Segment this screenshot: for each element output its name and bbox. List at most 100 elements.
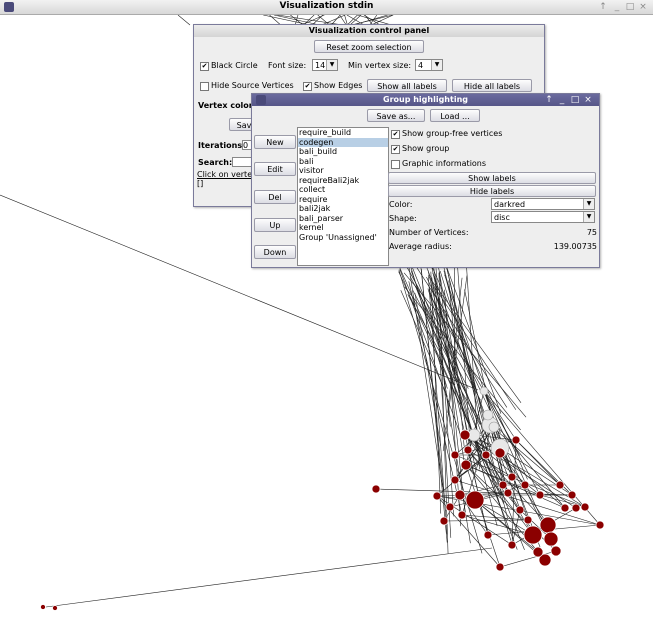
vertex[interactable] xyxy=(520,480,530,490)
vertex[interactable] xyxy=(523,525,543,545)
black-circle-label: Black Circle xyxy=(211,61,258,70)
show-group-free-checkbox[interactable]: ✔ xyxy=(391,130,400,139)
shape-value: disc xyxy=(494,213,510,222)
vertex[interactable] xyxy=(498,480,508,490)
group-list-item[interactable]: visitor xyxy=(299,166,324,175)
show-group-checkbox[interactable]: ✔ xyxy=(391,145,400,154)
search-input[interactable] xyxy=(232,157,252,167)
vertex[interactable] xyxy=(488,421,500,433)
vertex[interactable] xyxy=(481,450,491,460)
edit-button[interactable]: Edit xyxy=(254,162,296,176)
edge xyxy=(407,256,448,389)
vertex[interactable] xyxy=(371,484,381,494)
vertex[interactable] xyxy=(454,489,466,501)
min-vertex-select[interactable]: 4 ▼ xyxy=(415,59,443,71)
vertex[interactable] xyxy=(503,488,513,498)
reset-zoom-button[interactable]: Reset zoom selection xyxy=(314,40,424,53)
vertex[interactable] xyxy=(523,515,533,525)
vertex[interactable] xyxy=(567,490,577,500)
vertex[interactable] xyxy=(494,447,506,459)
vertex[interactable] xyxy=(560,503,570,513)
load-button[interactable]: Load ... xyxy=(430,109,480,122)
hide-all-labels-button[interactable]: Hide all labels xyxy=(452,79,532,92)
vertex[interactable] xyxy=(457,510,467,520)
group-list-item[interactable]: kernel xyxy=(299,223,324,232)
delete-button[interactable]: Del xyxy=(254,190,296,204)
group-list-item[interactable]: codegen xyxy=(298,137,388,147)
vertex[interactable] xyxy=(450,475,460,485)
vertex[interactable] xyxy=(550,545,562,557)
font-size-select[interactable]: 14 ▼ xyxy=(312,59,338,71)
shape-select[interactable]: disc ▼ xyxy=(491,211,595,223)
group-list-item[interactable]: requireBali2jak xyxy=(299,175,360,185)
save-as-button[interactable]: Save as... xyxy=(367,109,425,122)
vertex[interactable] xyxy=(515,505,525,515)
maximize-icon[interactable]: □ xyxy=(570,95,580,105)
hide-labels-button[interactable]: Hide labels xyxy=(388,185,596,197)
graphic-info-checkbox[interactable] xyxy=(391,160,400,169)
vertex[interactable] xyxy=(463,445,473,455)
edge xyxy=(443,519,529,522)
vertex[interactable] xyxy=(459,429,471,441)
up-button[interactable]: Up xyxy=(254,218,296,232)
down-button[interactable]: Down xyxy=(254,245,296,259)
vertex[interactable] xyxy=(445,502,455,512)
vertex[interactable] xyxy=(507,472,517,482)
group-list-item[interactable]: bali_parser xyxy=(299,213,344,223)
group-highlighting-window[interactable]: Group highlighting ↑ _ □ × Save as... Lo… xyxy=(251,93,600,268)
vertex[interactable] xyxy=(432,491,442,501)
vertex[interactable] xyxy=(439,516,449,526)
font-size-value: 14 xyxy=(315,61,326,70)
group-list-item[interactable]: require xyxy=(299,194,328,204)
vertex[interactable] xyxy=(495,562,505,572)
group-list[interactable]: require_build codegen bali_build bali visito… xyxy=(297,127,389,266)
vertex[interactable] xyxy=(450,450,460,460)
vertex[interactable] xyxy=(571,503,581,513)
vertex[interactable] xyxy=(543,531,559,547)
group-list-item[interactable]: collect xyxy=(299,185,326,194)
show-edges-checkbox[interactable]: ✔ xyxy=(303,82,312,91)
edge xyxy=(400,290,448,397)
maximize-icon[interactable]: □ xyxy=(625,2,635,12)
edge xyxy=(404,263,481,401)
close-icon[interactable]: × xyxy=(584,95,592,105)
black-circle-checkbox[interactable]: ✔ xyxy=(200,62,209,71)
vertex[interactable] xyxy=(555,480,565,490)
group-list-item[interactable]: require_build xyxy=(299,128,352,137)
vertex[interactable] xyxy=(580,502,590,512)
show-all-labels-button[interactable]: Show all labels xyxy=(367,79,447,92)
group-list-item[interactable]: bali_build xyxy=(299,147,338,156)
group-list-item[interactable]: bali2jak xyxy=(299,204,331,213)
graph-vertices[interactable] xyxy=(40,386,605,611)
vertex[interactable] xyxy=(532,546,544,558)
vertex[interactable] xyxy=(535,490,545,500)
graph-canvas[interactable] xyxy=(0,15,653,640)
vertex[interactable] xyxy=(511,435,521,445)
show-labels-button[interactable]: Show labels xyxy=(388,172,596,184)
group-list-item[interactable]: Group 'Unassigned' xyxy=(299,232,377,242)
vertex[interactable] xyxy=(465,490,485,510)
vertex[interactable] xyxy=(539,516,557,534)
vertex[interactable] xyxy=(483,530,493,540)
vertex[interactable] xyxy=(460,459,472,471)
edge xyxy=(511,509,521,546)
minimize-icon[interactable]: _ xyxy=(559,95,565,105)
vertex[interactable] xyxy=(507,540,517,550)
vertex[interactable] xyxy=(482,409,494,421)
group-list-item[interactable]: bali xyxy=(299,156,314,166)
minimize-icon[interactable]: _ xyxy=(614,2,620,12)
vertex[interactable] xyxy=(52,605,58,611)
edge xyxy=(432,272,520,508)
arrow-icon[interactable]: ↑ xyxy=(599,2,607,12)
close-icon[interactable]: × xyxy=(639,2,647,12)
shape-label: Shape: xyxy=(389,214,417,223)
color-select[interactable]: darkred ▼ xyxy=(491,198,595,210)
num-vertices-label: Number of Vertices: xyxy=(389,228,469,237)
vertex[interactable] xyxy=(479,386,489,396)
new-button[interactable]: New xyxy=(254,135,296,149)
hide-source-checkbox[interactable] xyxy=(200,82,209,91)
arrow-icon[interactable]: ↑ xyxy=(545,95,553,105)
vertex[interactable] xyxy=(538,553,552,567)
vertex[interactable] xyxy=(40,604,46,610)
vertex[interactable] xyxy=(595,520,605,530)
